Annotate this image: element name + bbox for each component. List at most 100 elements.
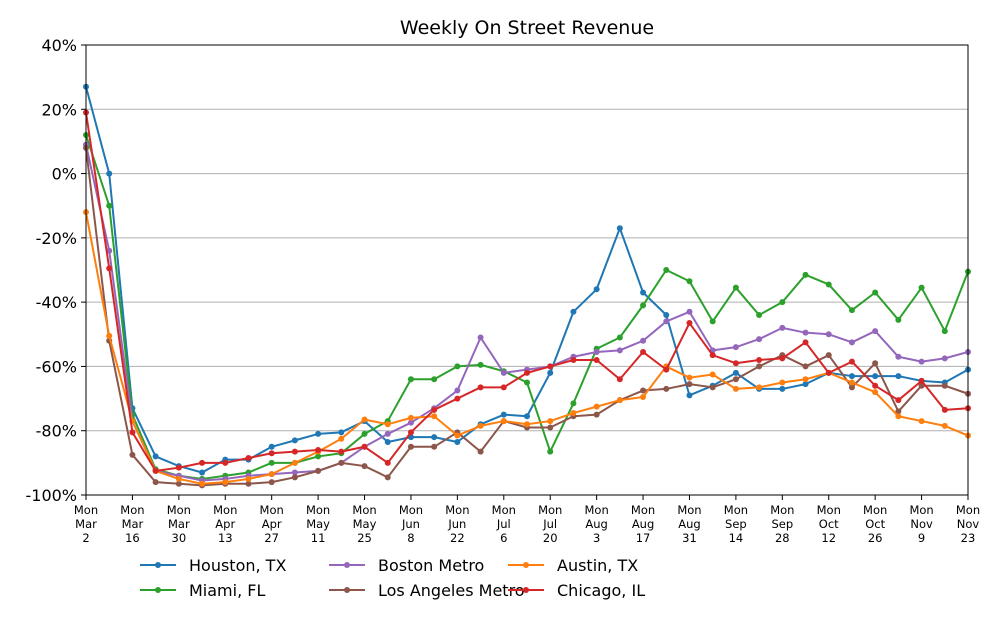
x-tick-label: Mon Jul 6: [492, 503, 516, 545]
data-point: [802, 381, 809, 388]
x-tick-label: Mon Aug 3: [585, 503, 609, 545]
data-point: [175, 464, 182, 471]
x-tick-label: Mon Nov 9: [909, 503, 933, 545]
data-point: [454, 363, 461, 370]
data-point: [616, 225, 623, 232]
data-point: [895, 397, 902, 404]
data-point: [477, 448, 484, 455]
data-point: [732, 360, 739, 367]
series-lines: [83, 83, 971, 489]
data-point: [779, 324, 786, 331]
data-point: [941, 355, 948, 362]
x-tick-label-line: 28: [775, 531, 790, 545]
data-point: [338, 435, 345, 442]
x-tick-label: Mon May 25: [352, 503, 376, 545]
data-point: [291, 469, 298, 476]
x-tick-label-line: Mon: [631, 503, 655, 517]
data-point: [918, 358, 925, 365]
series: [83, 109, 971, 474]
x-tick-label: Mon Jun 8: [399, 503, 423, 545]
x-tick-label-line: Jul: [496, 517, 511, 531]
x-tick-label-line: Mon: [677, 503, 701, 517]
data-point: [245, 480, 252, 487]
x-tick-label-line: Mon: [167, 503, 191, 517]
legend-item: Los Angeles Metro: [329, 581, 525, 600]
data-point: [593, 348, 600, 355]
x-tick-label-line: Aug: [678, 517, 700, 531]
data-point: [663, 318, 670, 325]
data-point: [407, 414, 414, 421]
data-point: [338, 429, 345, 436]
x-tick-label-line: Mon: [213, 503, 237, 517]
data-point: [593, 403, 600, 410]
data-point: [547, 424, 554, 431]
data-point: [732, 376, 739, 383]
data-point: [872, 360, 879, 367]
data-point: [315, 453, 322, 460]
data-point: [848, 379, 855, 386]
x-tick-label-line: 23: [961, 531, 976, 545]
data-point: [338, 459, 345, 466]
data-point: [640, 393, 647, 400]
data-point: [895, 316, 902, 323]
data-point: [848, 373, 855, 380]
data-point: [477, 384, 484, 391]
data-point: [872, 389, 879, 396]
legend-swatch-marker: [155, 587, 161, 593]
data-point: [802, 363, 809, 370]
data-point: [709, 352, 716, 359]
data-point: [802, 376, 809, 383]
data-point: [129, 429, 136, 436]
data-point: [640, 387, 647, 394]
data-point: [872, 382, 879, 389]
x-tick-label: Mon Aug 17: [631, 503, 655, 545]
x-tick-label-line: Aug: [585, 517, 607, 531]
legend-item: Chicago, IL: [508, 581, 645, 600]
data-point: [825, 331, 832, 338]
x-tick-label-line: 13: [218, 531, 233, 545]
data-point: [941, 422, 948, 429]
data-point: [640, 348, 647, 355]
data-point: [547, 448, 554, 455]
y-tick-label: 20%: [41, 100, 77, 119]
data-point: [454, 432, 461, 439]
data-point: [895, 413, 902, 420]
data-point: [547, 369, 554, 376]
data-point: [268, 450, 275, 457]
chart-title: Weekly On Street Revenue: [400, 17, 654, 39]
x-tick-label-line: Mon: [538, 503, 562, 517]
x-tick-label-line: 16: [125, 531, 140, 545]
x-tick-label-line: 6: [500, 531, 507, 545]
data-point: [872, 289, 879, 296]
data-point: [895, 408, 902, 415]
x-tick-label: Mon Jun 22: [445, 503, 469, 545]
data-point: [732, 344, 739, 351]
data-point: [663, 312, 670, 318]
data-point: [732, 369, 739, 376]
x-tick-label-line: Mon: [585, 503, 609, 517]
data-point: [779, 355, 786, 362]
legend-label: Los Angeles Metro: [378, 581, 525, 600]
data-point: [315, 447, 322, 453]
data-point: [616, 397, 623, 404]
data-point: [895, 373, 902, 380]
x-tick-label-line: Apr: [215, 517, 235, 531]
data-point: [640, 337, 647, 344]
x-tick-label-line: 11: [311, 531, 326, 545]
legend-label: Chicago, IL: [557, 581, 645, 600]
data-point: [338, 448, 345, 455]
data-point: [848, 384, 855, 391]
x-tick-label-line: May: [353, 517, 377, 531]
series: [83, 209, 971, 487]
data-point: [500, 418, 507, 425]
data-point: [524, 421, 530, 428]
data-point: [872, 373, 879, 380]
data-point: [941, 382, 948, 389]
data-point: [245, 455, 252, 462]
x-tick-label: Mon Aug 31: [677, 503, 701, 545]
data-point: [709, 384, 716, 391]
data-point: [686, 278, 693, 285]
x-tick-label-line: Mon: [399, 503, 423, 517]
data-point: [431, 443, 438, 450]
